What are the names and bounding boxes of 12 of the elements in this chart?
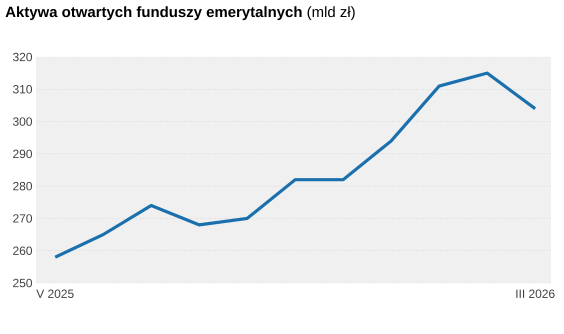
y-tick-label: 270 (13, 214, 32, 223)
chart-title: Aktywa otwartych funduszy emerytalnych (mld zł) (6, 6, 355, 20)
y-tick-label: 320 (12, 52, 32, 62)
y-tick-label: 260 (13, 246, 32, 255)
y-tick-label: 250 (13, 278, 32, 288)
x-tick-label: III 2026 (516, 290, 555, 298)
line-series (54, 72, 537, 259)
y-tick-label: 280 (13, 182, 32, 190)
y-tick-label: 310 (12, 85, 32, 94)
x-tick-label: V 2025 (36, 290, 74, 298)
y-tick-label: 290 (13, 150, 32, 158)
y-tick-label: 300 (12, 117, 32, 126)
